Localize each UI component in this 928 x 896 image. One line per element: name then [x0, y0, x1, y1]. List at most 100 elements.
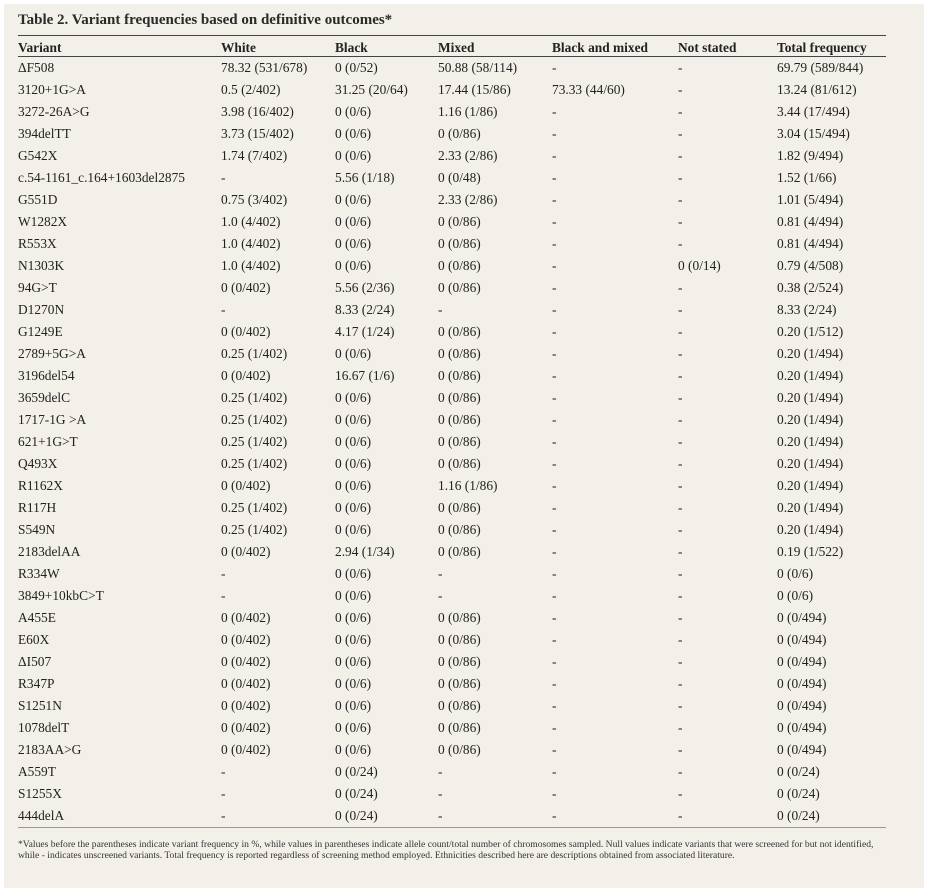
header-black-and-mixed: Black and mixed — [552, 35, 678, 57]
cell-mixed: - — [438, 805, 552, 828]
cell-total-frequency: 3.04 (15/494) — [777, 126, 850, 141]
cell-mixed: 0 (0/48) — [438, 170, 481, 185]
cell-total-frequency: 0.20 (1/494) — [777, 346, 844, 361]
table-row: c.54-1161_c.164+1603del2875 - 5.56 (1/18) 0… — [18, 167, 886, 189]
header-total-frequency: Total frequency — [777, 35, 886, 57]
cell-not-stated: - — [678, 720, 683, 735]
cell-not-stated: - — [678, 742, 683, 757]
cell-black-and-mixed: - — [552, 456, 557, 471]
cell-not-stated: - — [678, 456, 683, 471]
cell-black: 0 (0/6) — [335, 720, 372, 735]
cell-black-and-mixed: - — [552, 346, 557, 361]
cell-total-frequency: 1.52 (1/66) — [777, 170, 837, 185]
cell-mixed: 0 (0/86) — [438, 654, 481, 669]
cell-black-and-mixed: - — [552, 764, 557, 779]
header-black: Black — [335, 35, 438, 57]
cell-white: 0 (0/402) — [221, 654, 271, 669]
table-footnote: *Values before the parentheses indicate … — [18, 839, 874, 861]
cell-black: 0 (0/6) — [335, 566, 372, 581]
cell-white: 0 (0/402) — [221, 544, 271, 559]
cell-not-stated: - — [678, 170, 683, 185]
cell-mixed: 0 (0/86) — [438, 412, 481, 427]
table-row: 2183AA>G 0 (0/402) 0 (0/6) 0 (0/86) - - 0 (0/4… — [18, 739, 886, 761]
cell-black: 0 (0/6) — [335, 236, 372, 251]
cell-white: 0.25 (1/402) — [221, 390, 288, 405]
cell-variant: R347P — [18, 676, 55, 691]
cell-white: - — [221, 786, 226, 801]
cell-not-stated: - — [678, 764, 683, 779]
cell-black-and-mixed: - — [552, 302, 557, 317]
cell-black: 5.56 (1/18) — [335, 170, 395, 185]
table-row: G542X 1.74 (7/402) 0 (0/6) 2.33 (2/86) - - 1.8… — [18, 145, 886, 167]
table-row: Q493X 0.25 (1/402) 0 (0/6) 0 (0/86) - - 0.20 (… — [18, 453, 886, 475]
table-row: D1270N - 8.33 (2/24) - - - 8.33 (2/24) — [18, 299, 886, 321]
cell-total-frequency: 0 (0/494) — [777, 698, 827, 713]
cell-total-frequency: 0 (0/24) — [777, 764, 820, 779]
cell-black-and-mixed: - — [552, 258, 557, 273]
cell-white: 1.0 (4/402) — [221, 258, 281, 273]
cell-mixed: 0 (0/86) — [438, 324, 481, 339]
cell-mixed: 0 (0/86) — [438, 632, 481, 647]
cell-not-stated: - — [678, 544, 683, 559]
cell-not-stated: - — [678, 82, 683, 97]
cell-white: 0.25 (1/402) — [221, 412, 288, 427]
cell-total-frequency: 0.19 (1/522) — [777, 544, 844, 559]
cell-not-stated: - — [678, 192, 683, 207]
cell-white: - — [221, 764, 226, 779]
table-row: 444delA -0 (0/24) - - -0 (0/24) — [18, 805, 886, 828]
table-row: S549N 0.25 (1/402) 0 (0/6) 0 (0/86) - - 0.20 (… — [18, 519, 886, 541]
cell-total-frequency: 0.20 (1/512) — [777, 324, 844, 339]
cell-total-frequency: 3.44 (17/494) — [777, 104, 850, 119]
cell-mixed: 1.16 (1/86) — [438, 478, 498, 493]
cell-variant: 1078delT — [18, 720, 70, 735]
cell-variant: G551D — [18, 192, 58, 207]
cell-black: 4.17 (1/24) — [335, 324, 395, 339]
cell-black-and-mixed: - — [552, 390, 557, 405]
cell-black: 0 (0/6) — [335, 434, 372, 449]
cell-black: 0 (0/6) — [335, 192, 372, 207]
cell-total-frequency: 0 (0/494) — [777, 610, 827, 625]
cell-white: - — [221, 302, 226, 317]
cell-total-frequency: 8.33 (2/24) — [777, 302, 837, 317]
header-mixed: Mixed — [438, 35, 552, 57]
cell-mixed: 0 (0/86) — [438, 434, 481, 449]
cell-black: 0 (0/6) — [335, 390, 372, 405]
cell-white: - — [221, 588, 226, 603]
cell-black: 0 (0/6) — [335, 632, 372, 647]
cell-black: 0 (0/6) — [335, 610, 372, 625]
cell-white: 0 (0/402) — [221, 610, 271, 625]
header-not-stated: Not stated — [678, 35, 777, 57]
cell-total-frequency: 13.24 (81/612) — [777, 82, 857, 97]
cell-mixed: - — [438, 566, 443, 581]
cell-white: 0.25 (1/402) — [221, 346, 288, 361]
table-row: N1303K 1.0 (4/402) 0 (0/6) 0 (0/86) - 0 (0/14… — [18, 255, 886, 277]
cell-not-stated: - — [678, 324, 683, 339]
cell-white: 0 (0/402) — [221, 676, 271, 691]
cell-black-and-mixed: - — [552, 170, 557, 185]
cell-white: 0.5 (2/402) — [221, 82, 281, 97]
cell-black-and-mixed: - — [552, 610, 557, 625]
table-row: 621+1G>T 0.25 (1/402) 0 (0/6) 0 (0/86) - - 0.2… — [18, 431, 886, 453]
table-row: E60X 0 (0/402) 0 (0/6) 0 (0/86) - - 0 (0/494) — [18, 629, 886, 651]
cell-total-frequency: 0 (0/6) — [777, 588, 814, 603]
cell-white: 1.0 (4/402) — [221, 236, 281, 251]
cell-not-stated: - — [678, 566, 683, 581]
cell-total-frequency: 69.79 (589/844) — [777, 60, 864, 75]
cell-mixed: 0 (0/86) — [438, 236, 481, 251]
cell-black: 5.56 (2/36) — [335, 280, 395, 295]
table-row: ΔF508 78.32 (531/678) 0 (0/52) 50.88 (58/11… — [18, 57, 886, 80]
cell-white: 1.74 (7/402) — [221, 148, 288, 163]
table-row: 2789+5G>A 0.25 (1/402) 0 (0/6) 0 (0/86) - - 0.… — [18, 343, 886, 365]
cell-black: 0 (0/24) — [335, 764, 378, 779]
cell-total-frequency: 0.20 (1/494) — [777, 456, 844, 471]
table-row: S1255X - 0 (0/24) - - - 0 (0/24) — [18, 783, 886, 805]
cell-mixed: 2.33 (2/86) — [438, 148, 498, 163]
cell-mixed: 0 (0/86) — [438, 500, 481, 515]
cell-variant: 3120+1G>A — [18, 82, 86, 97]
cell-white: 0.25 (1/402) — [221, 522, 288, 537]
cell-white: 0 (0/402) — [221, 720, 271, 735]
table-row: W1282X 1.0 (4/402) 0 (0/6) 0 (0/86) - - 0.81 (… — [18, 211, 886, 233]
cell-black: 0 (0/52) — [335, 60, 378, 75]
cell-black-and-mixed: - — [552, 698, 557, 713]
cell-black-and-mixed: - — [552, 280, 557, 295]
